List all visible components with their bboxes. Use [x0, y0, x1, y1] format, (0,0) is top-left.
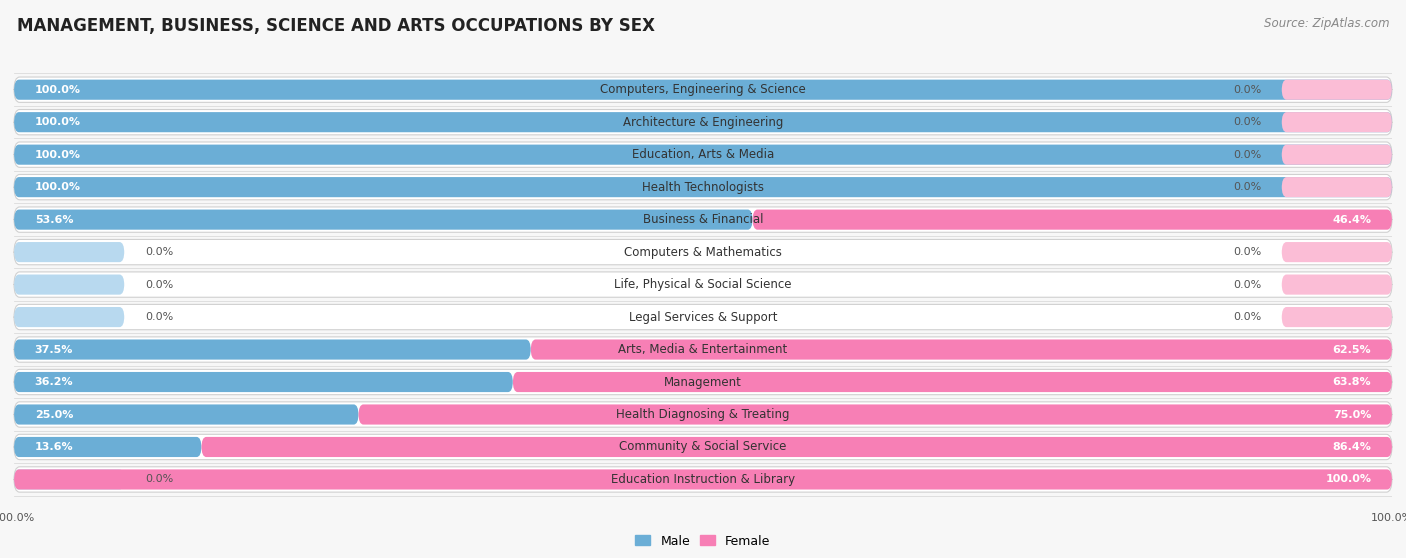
- Text: Health Technologists: Health Technologists: [643, 181, 763, 194]
- Text: 0.0%: 0.0%: [1233, 182, 1261, 192]
- FancyBboxPatch shape: [14, 275, 124, 295]
- FancyBboxPatch shape: [14, 434, 1392, 460]
- Text: 0.0%: 0.0%: [1233, 85, 1261, 95]
- FancyBboxPatch shape: [14, 80, 1392, 100]
- FancyBboxPatch shape: [14, 239, 1392, 264]
- Text: 0.0%: 0.0%: [1233, 117, 1261, 127]
- Text: MANAGEMENT, BUSINESS, SCIENCE AND ARTS OCCUPATIONS BY SEX: MANAGEMENT, BUSINESS, SCIENCE AND ARTS O…: [17, 17, 655, 35]
- Legend: Male, Female: Male, Female: [630, 530, 776, 552]
- Text: 100.0%: 100.0%: [35, 85, 80, 95]
- Text: Education Instruction & Library: Education Instruction & Library: [612, 473, 794, 486]
- FancyBboxPatch shape: [14, 372, 513, 392]
- Text: 0.0%: 0.0%: [1233, 247, 1261, 257]
- FancyBboxPatch shape: [1282, 112, 1392, 132]
- Text: 0.0%: 0.0%: [145, 474, 173, 484]
- Text: 0.0%: 0.0%: [145, 280, 173, 290]
- FancyBboxPatch shape: [14, 369, 1392, 395]
- FancyBboxPatch shape: [14, 467, 1392, 492]
- Text: Health Diagnosing & Treating: Health Diagnosing & Treating: [616, 408, 790, 421]
- Text: Education, Arts & Media: Education, Arts & Media: [631, 148, 775, 161]
- FancyBboxPatch shape: [14, 145, 1392, 165]
- FancyBboxPatch shape: [14, 210, 752, 230]
- FancyBboxPatch shape: [1282, 145, 1392, 165]
- Text: 37.5%: 37.5%: [35, 344, 73, 354]
- FancyBboxPatch shape: [14, 402, 1392, 427]
- FancyBboxPatch shape: [14, 405, 359, 425]
- Text: Legal Services & Support: Legal Services & Support: [628, 311, 778, 324]
- FancyBboxPatch shape: [14, 272, 1392, 297]
- Text: Computers & Mathematics: Computers & Mathematics: [624, 246, 782, 258]
- FancyBboxPatch shape: [14, 469, 124, 489]
- FancyBboxPatch shape: [1282, 80, 1392, 100]
- FancyBboxPatch shape: [14, 437, 201, 457]
- Text: 86.4%: 86.4%: [1333, 442, 1371, 452]
- Text: 53.6%: 53.6%: [35, 215, 73, 225]
- FancyBboxPatch shape: [14, 207, 1392, 232]
- Text: Computers, Engineering & Science: Computers, Engineering & Science: [600, 83, 806, 96]
- Text: 63.8%: 63.8%: [1333, 377, 1371, 387]
- Text: Management: Management: [664, 376, 742, 388]
- FancyBboxPatch shape: [14, 339, 531, 359]
- Text: Architecture & Engineering: Architecture & Engineering: [623, 116, 783, 129]
- FancyBboxPatch shape: [1282, 242, 1392, 262]
- Text: Source: ZipAtlas.com: Source: ZipAtlas.com: [1264, 17, 1389, 30]
- FancyBboxPatch shape: [14, 109, 1392, 135]
- FancyBboxPatch shape: [531, 339, 1392, 359]
- FancyBboxPatch shape: [14, 175, 1392, 200]
- FancyBboxPatch shape: [14, 142, 1392, 167]
- FancyBboxPatch shape: [1282, 177, 1392, 197]
- FancyBboxPatch shape: [14, 305, 1392, 330]
- Text: 0.0%: 0.0%: [1233, 312, 1261, 322]
- Text: 25.0%: 25.0%: [35, 410, 73, 420]
- FancyBboxPatch shape: [14, 469, 1392, 489]
- Text: 0.0%: 0.0%: [145, 247, 173, 257]
- Text: 75.0%: 75.0%: [1333, 410, 1371, 420]
- Text: 100.0%: 100.0%: [35, 150, 80, 160]
- FancyBboxPatch shape: [14, 337, 1392, 362]
- Text: Business & Financial: Business & Financial: [643, 213, 763, 226]
- Text: 0.0%: 0.0%: [145, 312, 173, 322]
- FancyBboxPatch shape: [14, 77, 1392, 102]
- FancyBboxPatch shape: [14, 112, 1392, 132]
- FancyBboxPatch shape: [201, 437, 1392, 457]
- Text: Community & Social Service: Community & Social Service: [619, 440, 787, 454]
- Text: Life, Physical & Social Science: Life, Physical & Social Science: [614, 278, 792, 291]
- Text: 0.0%: 0.0%: [1233, 150, 1261, 160]
- FancyBboxPatch shape: [14, 177, 1392, 197]
- FancyBboxPatch shape: [359, 405, 1392, 425]
- FancyBboxPatch shape: [752, 210, 1392, 230]
- FancyBboxPatch shape: [1282, 275, 1392, 295]
- Text: Arts, Media & Entertainment: Arts, Media & Entertainment: [619, 343, 787, 356]
- Text: 36.2%: 36.2%: [35, 377, 73, 387]
- FancyBboxPatch shape: [513, 372, 1392, 392]
- FancyBboxPatch shape: [14, 307, 124, 327]
- Text: 0.0%: 0.0%: [1233, 280, 1261, 290]
- Text: 100.0%: 100.0%: [35, 117, 80, 127]
- FancyBboxPatch shape: [14, 242, 124, 262]
- Text: 100.0%: 100.0%: [35, 182, 80, 192]
- Text: 46.4%: 46.4%: [1333, 215, 1371, 225]
- Text: 62.5%: 62.5%: [1333, 344, 1371, 354]
- Text: 100.0%: 100.0%: [1326, 474, 1371, 484]
- FancyBboxPatch shape: [1282, 307, 1392, 327]
- Text: 13.6%: 13.6%: [35, 442, 73, 452]
